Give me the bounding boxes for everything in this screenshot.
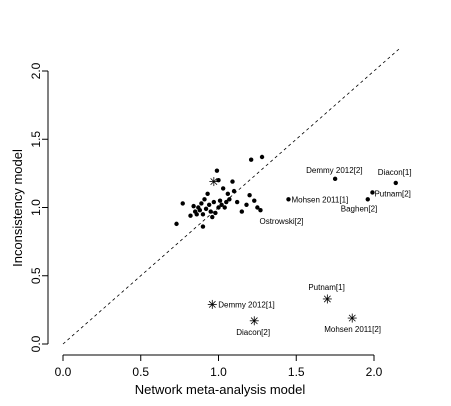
- data-point: [225, 191, 231, 197]
- data-point: [197, 208, 203, 213]
- data-point: [211, 199, 217, 205]
- data-point: [213, 210, 218, 216]
- data-point: [332, 176, 338, 182]
- data-point: [247, 193, 252, 198]
- data-point: [188, 213, 193, 218]
- data-point: [220, 186, 226, 191]
- data-point: [239, 209, 245, 214]
- data-point: [200, 224, 206, 229]
- point-label: Mohsen 2011[2]: [324, 325, 381, 334]
- axis-ticks: 0.0 0.5 1.0 1.5 2.0 0.0 0.5 1.0 1.5 2.0: [29, 62, 383, 379]
- data-point: [219, 202, 224, 207]
- star-point: [347, 313, 357, 323]
- y-tick-label: 0.5: [29, 267, 43, 284]
- data-point: [216, 205, 221, 210]
- x-tick-label: 1.5: [288, 365, 305, 379]
- data-point: [202, 197, 207, 202]
- x-tick-label: 0.5: [132, 365, 149, 379]
- data-point: [191, 203, 196, 209]
- star-point: [322, 294, 332, 304]
- data-point: [286, 197, 291, 202]
- y-axis-title: Inconsistency model: [10, 149, 25, 267]
- point-label: Ostrowski[2]: [259, 217, 303, 226]
- y-tick-label: 1.5: [29, 131, 43, 148]
- data-point: [194, 212, 199, 217]
- point-label: Mohsen 2011[1]: [291, 195, 348, 204]
- data-point: [234, 199, 240, 205]
- data-point: [227, 197, 232, 202]
- data-point: [255, 205, 260, 210]
- data-point: [205, 191, 210, 197]
- data-point: [203, 206, 209, 212]
- star-point: [249, 316, 259, 326]
- data-point: [393, 180, 398, 186]
- data-point: [248, 157, 254, 162]
- data-point: [244, 202, 249, 207]
- star-point: [207, 299, 217, 309]
- data-point: [208, 209, 213, 214]
- data-point: [199, 201, 204, 206]
- x-tick-label: 0.0: [55, 365, 72, 379]
- data-point: [370, 190, 375, 195]
- x-tick-label: 1.0: [210, 365, 227, 379]
- point-label: Demmy 2012[1]: [218, 300, 274, 309]
- data-points: Mohsen 2011[1] Ostrowski[2] Demmy 2012[2] B…: [174, 154, 412, 337]
- point-label: Putnam[1]: [308, 283, 344, 292]
- data-point: [365, 197, 370, 202]
- y-tick-label: 0.0: [29, 335, 43, 352]
- x-axis-title: Network meta-analysis model: [135, 382, 306, 397]
- point-label: Diacon[2]: [236, 328, 270, 337]
- point-label: Diacon[1]: [378, 168, 412, 177]
- data-point: [206, 202, 212, 207]
- point-label: Baghen[2]: [341, 204, 377, 213]
- y-tick-label: 1.0: [29, 199, 43, 216]
- data-point: [258, 208, 263, 213]
- star-point: [209, 177, 219, 187]
- data-point: [214, 168, 220, 173]
- data-point: [224, 199, 229, 205]
- data-point: [230, 179, 235, 184]
- point-label: Putnam[2]: [374, 189, 410, 198]
- data-point: [231, 188, 237, 194]
- data-point: [217, 198, 223, 203]
- data-point: [252, 198, 257, 203]
- point-label: Demmy 2012[2]: [306, 166, 362, 175]
- identity-reference-line: [62, 47, 401, 345]
- data-point: [180, 201, 185, 206]
- data-point: [200, 212, 206, 217]
- data-point: [259, 154, 265, 160]
- data-point: [222, 205, 227, 210]
- data-point: [174, 221, 179, 227]
- data-point: [210, 214, 215, 220]
- x-tick-label: 2.0: [366, 365, 383, 379]
- y-tick-label: 2.0: [29, 62, 43, 79]
